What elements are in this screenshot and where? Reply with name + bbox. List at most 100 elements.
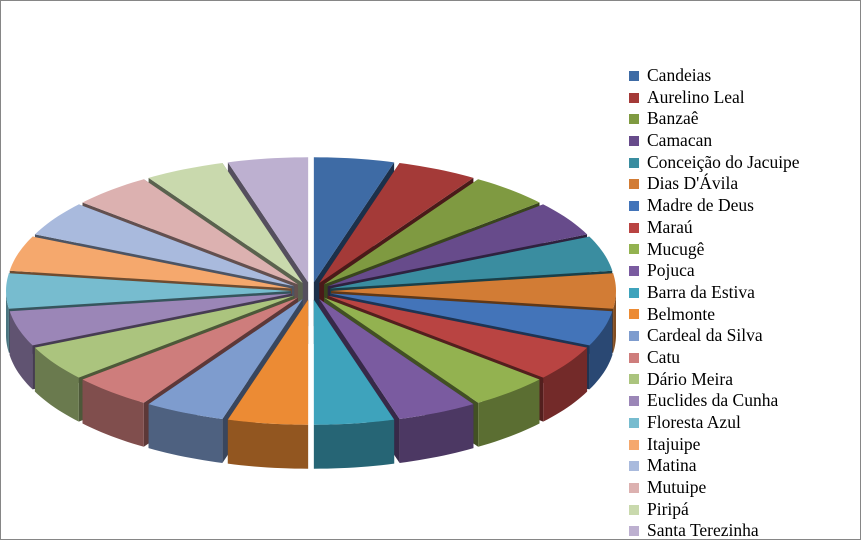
pie-slice [313,299,395,469]
legend-swatch [629,200,639,211]
pie-slice-top [6,273,291,309]
pie-slice-wall [34,347,79,422]
legend-label: Cardeal da Silva [647,325,763,346]
legend-label: Floresta Azul [647,412,741,432]
legend-swatch [629,266,639,277]
legend-label: Mucugê [647,238,705,259]
pie-slice-top [34,204,295,287]
legend-entry: Camacan [629,130,800,152]
legend-entry: Belmonte [629,304,800,326]
pie-slice-wall [227,419,309,469]
pie-slice-wall [148,404,223,463]
legend-swatch [629,526,639,537]
legend-swatch [629,92,639,103]
pie-slice-top [324,297,540,403]
pie-slice-top [34,295,295,378]
legend-swatch [629,352,639,363]
legend-label: Banzaê [647,108,699,129]
legend-swatch [629,504,639,515]
pie-slice-top [330,293,613,346]
legend-entry: Candeias [629,65,800,87]
legend-entry: Madre de Deus [629,195,800,217]
legend-swatch [629,287,639,298]
legend-entry: Dias D'Ávila [629,173,800,195]
pie-slice-wall [313,419,395,469]
pie-slice-wall [9,311,33,390]
legend-label: Euclides da Cunha [647,390,779,411]
pie-slice-top [331,273,616,309]
legend-entry: Pojuca [629,260,800,282]
legend-swatch [629,417,639,428]
pie-slice-top [148,163,303,283]
pie-slice-top [82,297,298,403]
legend-label: Mutuipe [647,477,707,498]
legend-entry: Banzaê [629,108,800,130]
pie-slice [227,299,309,469]
legend-entry: Euclides da Cunha [629,390,800,412]
pie-slice-wall [589,311,613,390]
legend-swatch [629,461,639,472]
legend-entry: Catu [629,347,800,369]
legend-entry: Aurelino Leal [629,87,800,109]
legend-swatch [629,70,639,81]
legend-entry: Matina [629,455,800,477]
legend-entry: Barra da Estiva [629,282,800,304]
legend: Candeias Aurelino Leal Banzaê Camacan Concei… [629,65,800,542]
legend-swatch [629,244,639,255]
legend-label: Candeias [647,65,712,85]
pie-slice-top [9,236,292,289]
legend-entry: Dário Meira [629,369,800,391]
legend-label: Catu [647,346,681,367]
legend-entry: Cardeal da Silva [629,325,800,347]
legend-swatch [629,374,639,385]
legend-swatch [629,222,639,233]
pie-slice-wall [543,347,588,422]
legend-entry: Mutuipe [629,477,800,499]
legend-label: Belmonte [647,303,716,324]
legend-label: Piripá [647,498,689,519]
pie-slice-wall [82,379,144,447]
legend-swatch [629,309,639,320]
pie-slice-top [82,179,298,285]
legend-label: Barra da Estiva [647,281,755,302]
legend-entry: Floresta Azul [629,412,800,434]
pie-slice-top [227,299,309,425]
legend-swatch [629,179,639,190]
pie-slice-top [319,163,474,283]
legend-swatch [629,114,639,125]
pie-slice-top [324,179,540,285]
legend-entry: Santa Terezinha [629,520,800,542]
legend-swatch [629,331,639,342]
pie-slice-top [313,157,395,283]
legend-entry: Piripá [629,499,800,521]
legend-label: Madre de Deus [647,195,754,216]
legend-label: Itajuipe [647,433,701,454]
legend-label: Conceição do Jacuipe [647,151,800,172]
legend-entry: Itajuipe [629,434,800,456]
legend-swatch [629,135,639,146]
legend-swatch [629,482,639,493]
pie-slice-top [327,295,588,378]
legend-label: Pojuca [647,260,695,281]
pie-slice-top [327,204,588,287]
pie-slice-top [9,293,292,346]
legend-swatch [629,157,639,168]
legend-label: Santa Terezinha [647,520,759,541]
pie-slice-wall [6,291,9,353]
legend-entry: Mucugê [629,239,800,261]
pie-slice-top [319,299,474,419]
pie-slice-top [313,299,395,425]
legend-label: Matina [647,455,697,476]
legend-label: Dias D'Ávila [647,173,739,194]
legend-label: Dário Meira [647,368,734,389]
pie-slice-wall [478,379,540,447]
legend-entry: Conceição do Jacuipe [629,152,800,174]
legend-entry: Maraú [629,217,800,239]
pie-slice-top [330,236,613,289]
pie-slice-top [148,299,303,419]
pie-slice-wall [613,291,616,353]
pie-slice-top [227,157,309,283]
pie-slice-wall [399,404,474,463]
